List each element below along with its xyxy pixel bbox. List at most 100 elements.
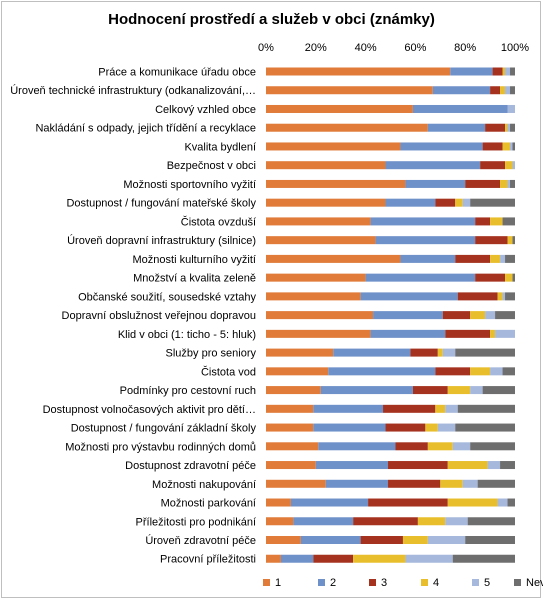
bar-segment bbox=[500, 461, 515, 470]
bar-segment bbox=[507, 104, 515, 113]
bar-segment bbox=[485, 311, 496, 320]
bar-segment bbox=[405, 179, 466, 188]
category-label: Dostupnost zdravotní péče bbox=[125, 460, 256, 472]
category-label: Úroveň dopravní infrastruktury (silnice) bbox=[67, 234, 256, 247]
bar-segment bbox=[325, 479, 389, 488]
bar-segment bbox=[400, 254, 456, 263]
bar-segment bbox=[510, 123, 515, 132]
bar-segment bbox=[353, 517, 418, 526]
bar-segment bbox=[475, 217, 491, 226]
legend-swatch bbox=[421, 579, 428, 586]
category-label: Dostupnost / fungování základní školy bbox=[71, 423, 257, 435]
legend-label: 4 bbox=[433, 577, 439, 589]
bar-segment bbox=[475, 273, 506, 282]
bar-segment bbox=[485, 123, 506, 132]
bar-segment bbox=[470, 386, 483, 395]
bar-segment bbox=[470, 367, 491, 376]
bar-segment bbox=[266, 498, 291, 507]
bar-segment bbox=[497, 292, 503, 301]
bar-segment bbox=[318, 442, 396, 451]
legend-swatch bbox=[318, 579, 325, 586]
bar-segment bbox=[512, 142, 515, 151]
bar-segment bbox=[507, 236, 513, 245]
bar-segment bbox=[475, 236, 508, 245]
bar-segment bbox=[505, 254, 515, 263]
legend-label: Nevím bbox=[526, 577, 543, 589]
bar-segment bbox=[442, 348, 456, 357]
bar-segment bbox=[510, 179, 515, 188]
bar-segment bbox=[452, 442, 471, 451]
bar-segment bbox=[266, 179, 406, 188]
bar-segment bbox=[495, 329, 515, 338]
category-label: Pracovní příležitosti bbox=[160, 554, 256, 566]
x-tick-label: 40% bbox=[355, 42, 377, 54]
legend-swatch bbox=[263, 579, 270, 586]
bar-segment bbox=[455, 254, 491, 263]
category-label: Klid v obci (1: ticho - 5: hluk) bbox=[118, 329, 256, 341]
category-label: Možnosti parkování bbox=[161, 498, 256, 510]
bar-segment bbox=[497, 498, 508, 507]
bar-segment bbox=[492, 67, 503, 76]
bar-segment bbox=[462, 198, 471, 207]
bar-segment bbox=[502, 142, 511, 151]
bar-segment bbox=[266, 86, 433, 95]
category-label: Možnosti pro výstavbu rodinných domů bbox=[65, 441, 256, 453]
bar-segment bbox=[300, 536, 361, 544]
bar-segment bbox=[500, 179, 508, 188]
bar-segment bbox=[435, 404, 446, 413]
bar-segment bbox=[462, 479, 478, 488]
category-label: Služby pro seniory bbox=[166, 348, 257, 360]
bars bbox=[266, 67, 515, 563]
bar-segment bbox=[370, 217, 476, 226]
bar-segment bbox=[490, 254, 501, 263]
bar-segment bbox=[442, 311, 471, 320]
bar-segment bbox=[502, 67, 506, 76]
legend-swatch bbox=[514, 579, 521, 586]
category-label: Kvalita bydlení bbox=[184, 141, 256, 153]
category-label: Práce a komunikace úřadu obce bbox=[98, 67, 256, 79]
bar-segment bbox=[477, 479, 515, 488]
bar-segment bbox=[470, 311, 486, 320]
bar-segment bbox=[505, 273, 513, 282]
bar-segment bbox=[457, 404, 515, 413]
bar-segment bbox=[510, 86, 515, 95]
bar-segment bbox=[290, 498, 369, 507]
bar-segment bbox=[437, 348, 443, 357]
bar-segment bbox=[417, 517, 446, 526]
chart-title: Hodnocení prostředí a služeb v obci (zná… bbox=[108, 11, 435, 28]
bar-segment bbox=[435, 367, 471, 376]
category-label: Čistota ovzduší bbox=[181, 215, 256, 228]
x-tick-label: 0% bbox=[258, 42, 274, 54]
bar-segment bbox=[328, 367, 436, 376]
bar-segment bbox=[266, 479, 326, 488]
category-label: Čistota vod bbox=[201, 365, 256, 378]
category-label: Množství a kvalita zeleně bbox=[133, 273, 256, 285]
legend-swatch bbox=[472, 579, 479, 586]
bar-segment bbox=[427, 123, 486, 132]
x-tick-label: 20% bbox=[305, 42, 327, 54]
x-axis-ticks: 0% 20% 40% 60% 80% 100% bbox=[258, 42, 529, 54]
category-label: Dopravní obslužnost veřejnou dopravou bbox=[62, 310, 256, 322]
bar-segment bbox=[410, 348, 438, 357]
bar-segment bbox=[293, 517, 354, 526]
bar-segment bbox=[360, 292, 458, 301]
bar-segment bbox=[502, 292, 506, 301]
category-label: Nakládání s odpady, jejich třídění a rec… bbox=[35, 123, 256, 135]
bar-segment bbox=[266, 442, 319, 451]
bar-segment bbox=[315, 461, 389, 470]
legend-label: 3 bbox=[381, 577, 387, 589]
bar-segment bbox=[505, 292, 515, 301]
bar-segment bbox=[502, 217, 515, 226]
bar-segment bbox=[507, 179, 511, 188]
bar-segment bbox=[400, 142, 483, 151]
category-label: Celkový vzhled obce bbox=[155, 104, 256, 116]
x-tick-label: 100% bbox=[501, 42, 529, 54]
bar-segment bbox=[280, 554, 314, 563]
bar-segment bbox=[320, 386, 413, 395]
bar-segment bbox=[388, 461, 448, 470]
category-label: Úroveň technické infrastruktury (odkanal… bbox=[10, 84, 256, 97]
bar-segment bbox=[370, 329, 446, 338]
category-label: Příležitosti pro podnikání bbox=[136, 516, 256, 528]
bar-segment bbox=[266, 217, 371, 226]
bar-segment bbox=[425, 423, 438, 432]
